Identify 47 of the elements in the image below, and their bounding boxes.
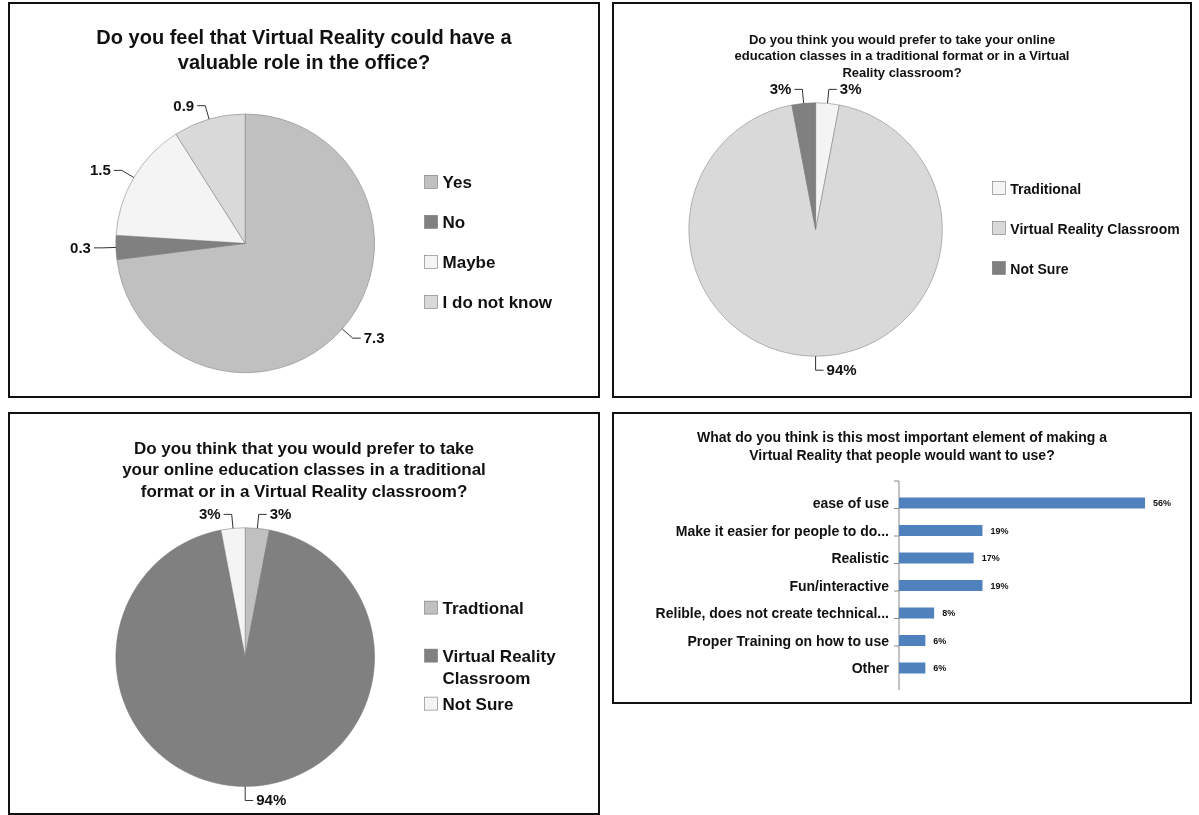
- data-label: 6%: [933, 663, 947, 673]
- y-tick-label: Realistic: [831, 550, 890, 566]
- chart-title: Do you think you would prefer to take your online education classes in a traditional format or in a Virtual Reality classroom?: [734, 32, 1070, 80]
- pie-slice: [688, 104, 943, 357]
- y-tick-label: Other: [851, 660, 890, 676]
- y-tick-label: Proper Training on how to use: [687, 632, 890, 649]
- bar: [899, 635, 926, 646]
- bar: [899, 580, 983, 591]
- data-label: 94%: [256, 791, 287, 809]
- legend-label: Maybe: [442, 253, 496, 273]
- data-label: 8%: [942, 608, 956, 618]
- legend-label: Traditional: [1010, 181, 1082, 198]
- legend-label: Tradtional: [442, 599, 524, 619]
- data-label: 3%: [269, 505, 292, 523]
- pie-slice: [115, 529, 375, 787]
- bar: [899, 662, 926, 674]
- legend-label: Not Sure: [1010, 261, 1069, 278]
- data-label: 7.3: [363, 329, 385, 347]
- bar: [899, 525, 983, 536]
- y-tick-label: Fun/interactive: [789, 577, 890, 594]
- y-tick-label: ease of use: [812, 495, 890, 511]
- data-label: 1.5: [89, 161, 111, 179]
- data-label: 19%: [990, 580, 1009, 591]
- chart-title: What do you think is this most important element of making a Virtual Reality that people would want to use?: [697, 429, 1108, 463]
- legend-label: Not Sure: [442, 695, 514, 715]
- data-label: 3%: [769, 80, 792, 98]
- legend-label: Virtual Reality Classroom: [1010, 221, 1180, 238]
- chart-title: Do you think that you would prefer to take your online education classes in a traditional format or in a Virtual Reality classroom?: [122, 439, 486, 501]
- data-label: 56%: [1153, 498, 1172, 508]
- bar: [899, 497, 1145, 509]
- bar: [899, 607, 935, 619]
- data-label: 0.3: [70, 238, 91, 256]
- bar: [899, 552, 974, 564]
- legend-label: No: [442, 213, 466, 233]
- data-label: 6%: [933, 635, 947, 646]
- data-label: 94%: [826, 361, 857, 379]
- data-label: 0.9: [173, 96, 195, 114]
- data-label: 3%: [839, 80, 862, 98]
- y-tick-label: Make it easier for people to do...: [675, 522, 889, 539]
- legend-label: Virtual Reality Classroom: [442, 647, 557, 689]
- data-label: 19%: [990, 525, 1009, 536]
- data-label: 3%: [199, 505, 221, 523]
- legend-label: Yes: [442, 173, 472, 193]
- data-label: 17%: [981, 553, 1000, 563]
- chart-title: Do you feel that Virtual Reality could have a valuable role in the office?: [96, 26, 513, 73]
- legend-label: I do not know: [442, 293, 553, 313]
- y-tick-label: Relible, does not create technical...: [655, 605, 889, 621]
